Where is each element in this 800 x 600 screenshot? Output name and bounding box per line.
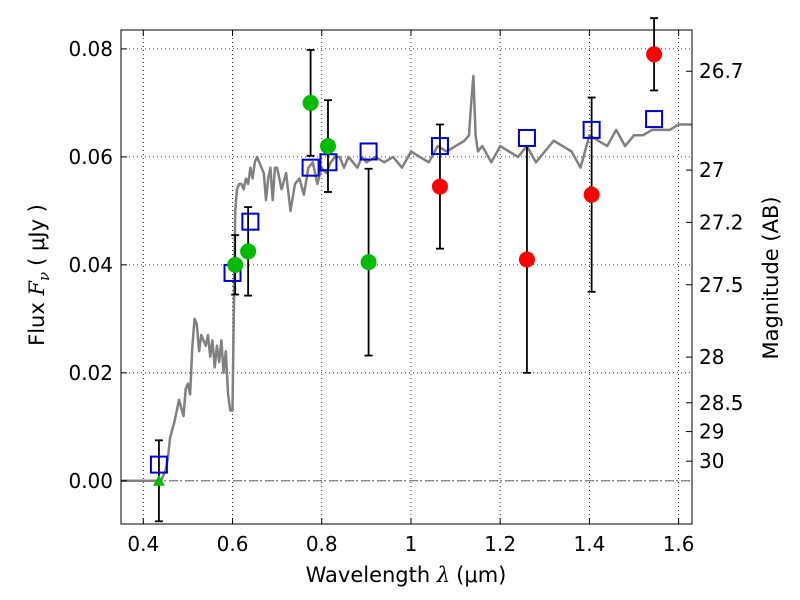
- optical-flux-point: [360, 254, 377, 271]
- model-sed: [121, 74, 692, 483]
- ir-flux-point: [583, 186, 600, 203]
- y-axis-symbol: F: [25, 280, 49, 297]
- y2-axis-label: Magnitude (AB): [759, 196, 783, 359]
- upper-limit-triangle: [152, 474, 165, 486]
- optical-flux-point: [302, 94, 319, 111]
- x-tick-label: 1: [405, 532, 418, 556]
- x-tick-label: 1.6: [663, 532, 695, 556]
- optical-flux-point: [240, 243, 257, 260]
- optical-flux-point: [227, 256, 244, 273]
- model-photometry-square: [319, 153, 338, 172]
- y-tick-label: 0.02: [68, 361, 113, 385]
- model-photometry-square: [149, 455, 168, 474]
- x-axis-symbol: λ: [436, 563, 450, 587]
- optical-flux-point: [319, 138, 336, 155]
- y2-tick-label: 28.5: [699, 391, 744, 415]
- model-photometry-square: [582, 120, 601, 139]
- x-tick-label: 0.4: [127, 532, 159, 556]
- x-tick-label: 1.2: [484, 532, 516, 556]
- observed-photometry: [152, 46, 663, 486]
- y2-tick-label: 29: [699, 420, 724, 444]
- x-axis-label: Wavelength λ (μm): [306, 563, 507, 587]
- x-tick-label: 1.4: [573, 532, 605, 556]
- ir-flux-point: [646, 46, 663, 63]
- ir-flux-point: [431, 178, 448, 195]
- y-tick-label: 0.04: [68, 253, 113, 277]
- x-tick-label: 0.8: [306, 532, 338, 556]
- plot-frame: [120, 29, 693, 525]
- y2-axis-ticks: 26.7 27 27.2 27.5 28 28.5 29 30: [686, 59, 744, 473]
- y2-tick-label: 28: [699, 345, 724, 369]
- x-axis-ticks: 0.4 0.6 0.8 1 1.2 1.4 1.6: [127, 30, 695, 556]
- model-photometry-square: [301, 158, 320, 177]
- y2-tick-label: 30: [699, 449, 724, 473]
- y-axis-subscript: ν: [35, 272, 53, 281]
- y2-tick-label: 26.7: [699, 59, 744, 83]
- y-tick-label: 0.00: [68, 469, 113, 493]
- y-tick-label: 0.06: [68, 145, 113, 169]
- y2-tick-label: 27.2: [699, 210, 744, 234]
- ir-flux-point: [518, 251, 535, 268]
- model-sed-line: [121, 74, 692, 483]
- model-photometry-square: [241, 212, 260, 231]
- y-axis-label: Flux Fν( μJy ): [25, 204, 53, 346]
- model-photometry-square: [517, 128, 536, 147]
- model-photometry-square: [645, 110, 664, 129]
- y-tick-label: 0.08: [68, 37, 113, 61]
- y2-tick-label: 27.5: [699, 273, 744, 297]
- y2-tick-label: 27: [699, 158, 724, 182]
- x-tick-label: 0.6: [217, 532, 249, 556]
- model-photometry-square: [430, 137, 449, 156]
- model-photometry-square: [359, 142, 378, 161]
- y-axis-ticks: 0.00 0.02 0.04 0.06 0.08: [68, 37, 127, 493]
